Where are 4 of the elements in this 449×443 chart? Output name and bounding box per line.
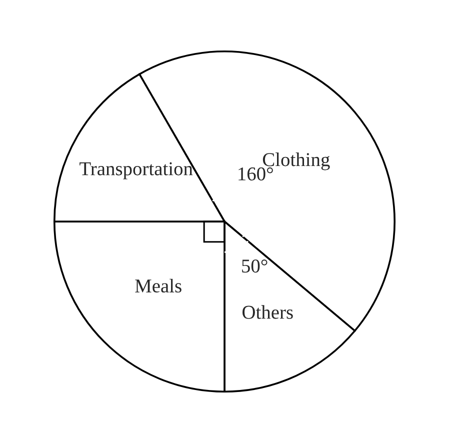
slice-label: Meals: [135, 278, 182, 293]
data-label: 50°: [242, 259, 268, 273]
slice-label: Others: [242, 305, 293, 319]
slice-label: Transportation: [80, 162, 193, 180]
